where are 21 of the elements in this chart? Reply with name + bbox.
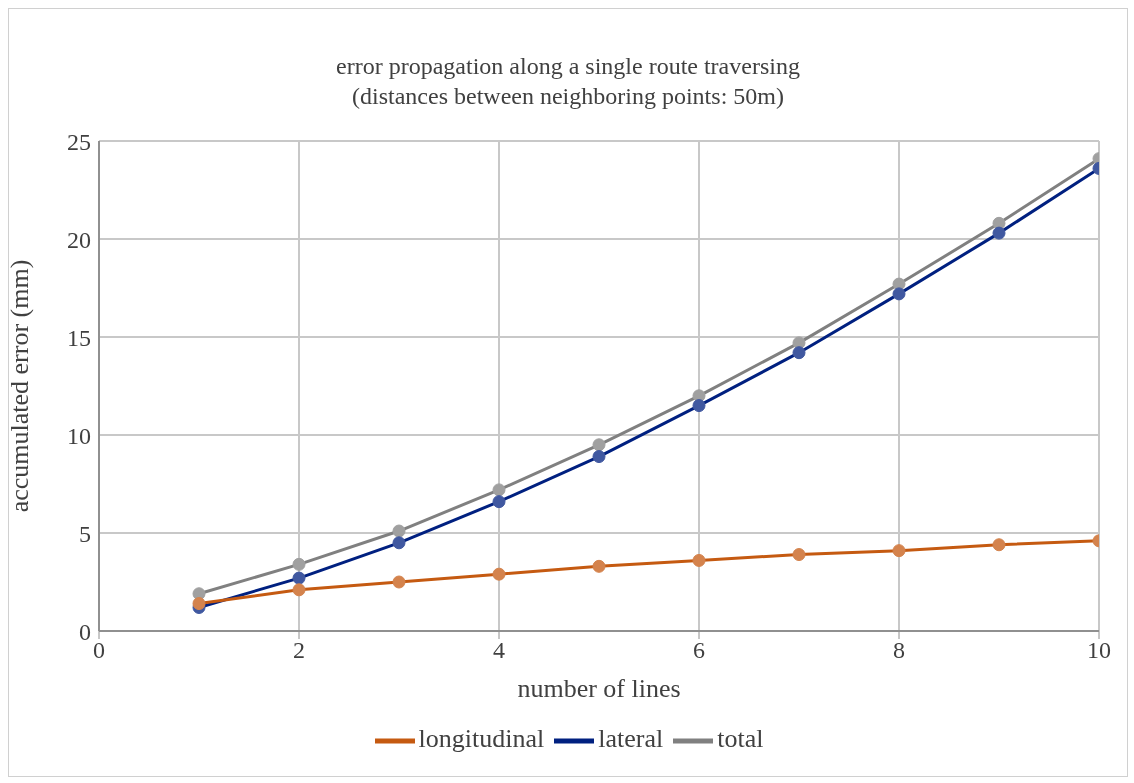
y-tick-label: 0 — [79, 618, 91, 645]
point — [392, 524, 406, 538]
y-axis-title: accumulated error (mm) — [5, 259, 35, 513]
y-tick-label: 10 — [67, 422, 91, 449]
x-tick-label: 6 — [693, 637, 705, 664]
x-tick-label: 4 — [493, 637, 505, 664]
y-tick-label: 15 — [67, 324, 91, 351]
x-tick-label: 10 — [1087, 637, 1111, 664]
legend-label: longitudinal — [418, 723, 545, 753]
point — [292, 557, 306, 571]
legend-label: lateral — [598, 723, 664, 753]
x-axis-title: number of lines — [517, 674, 681, 703]
y-tick-label: 20 — [67, 226, 91, 253]
point — [492, 483, 506, 497]
point — [592, 438, 606, 452]
y-tick-label: 25 — [67, 128, 91, 155]
x-tick-label: 8 — [893, 637, 905, 664]
x-tick-label: 2 — [293, 637, 305, 664]
legend-label: total — [717, 723, 764, 753]
y-tick-label: 5 — [79, 520, 91, 547]
chart-title: error propagation along a single route traversing (distances between neighboring points: 50m) — [335, 52, 801, 111]
